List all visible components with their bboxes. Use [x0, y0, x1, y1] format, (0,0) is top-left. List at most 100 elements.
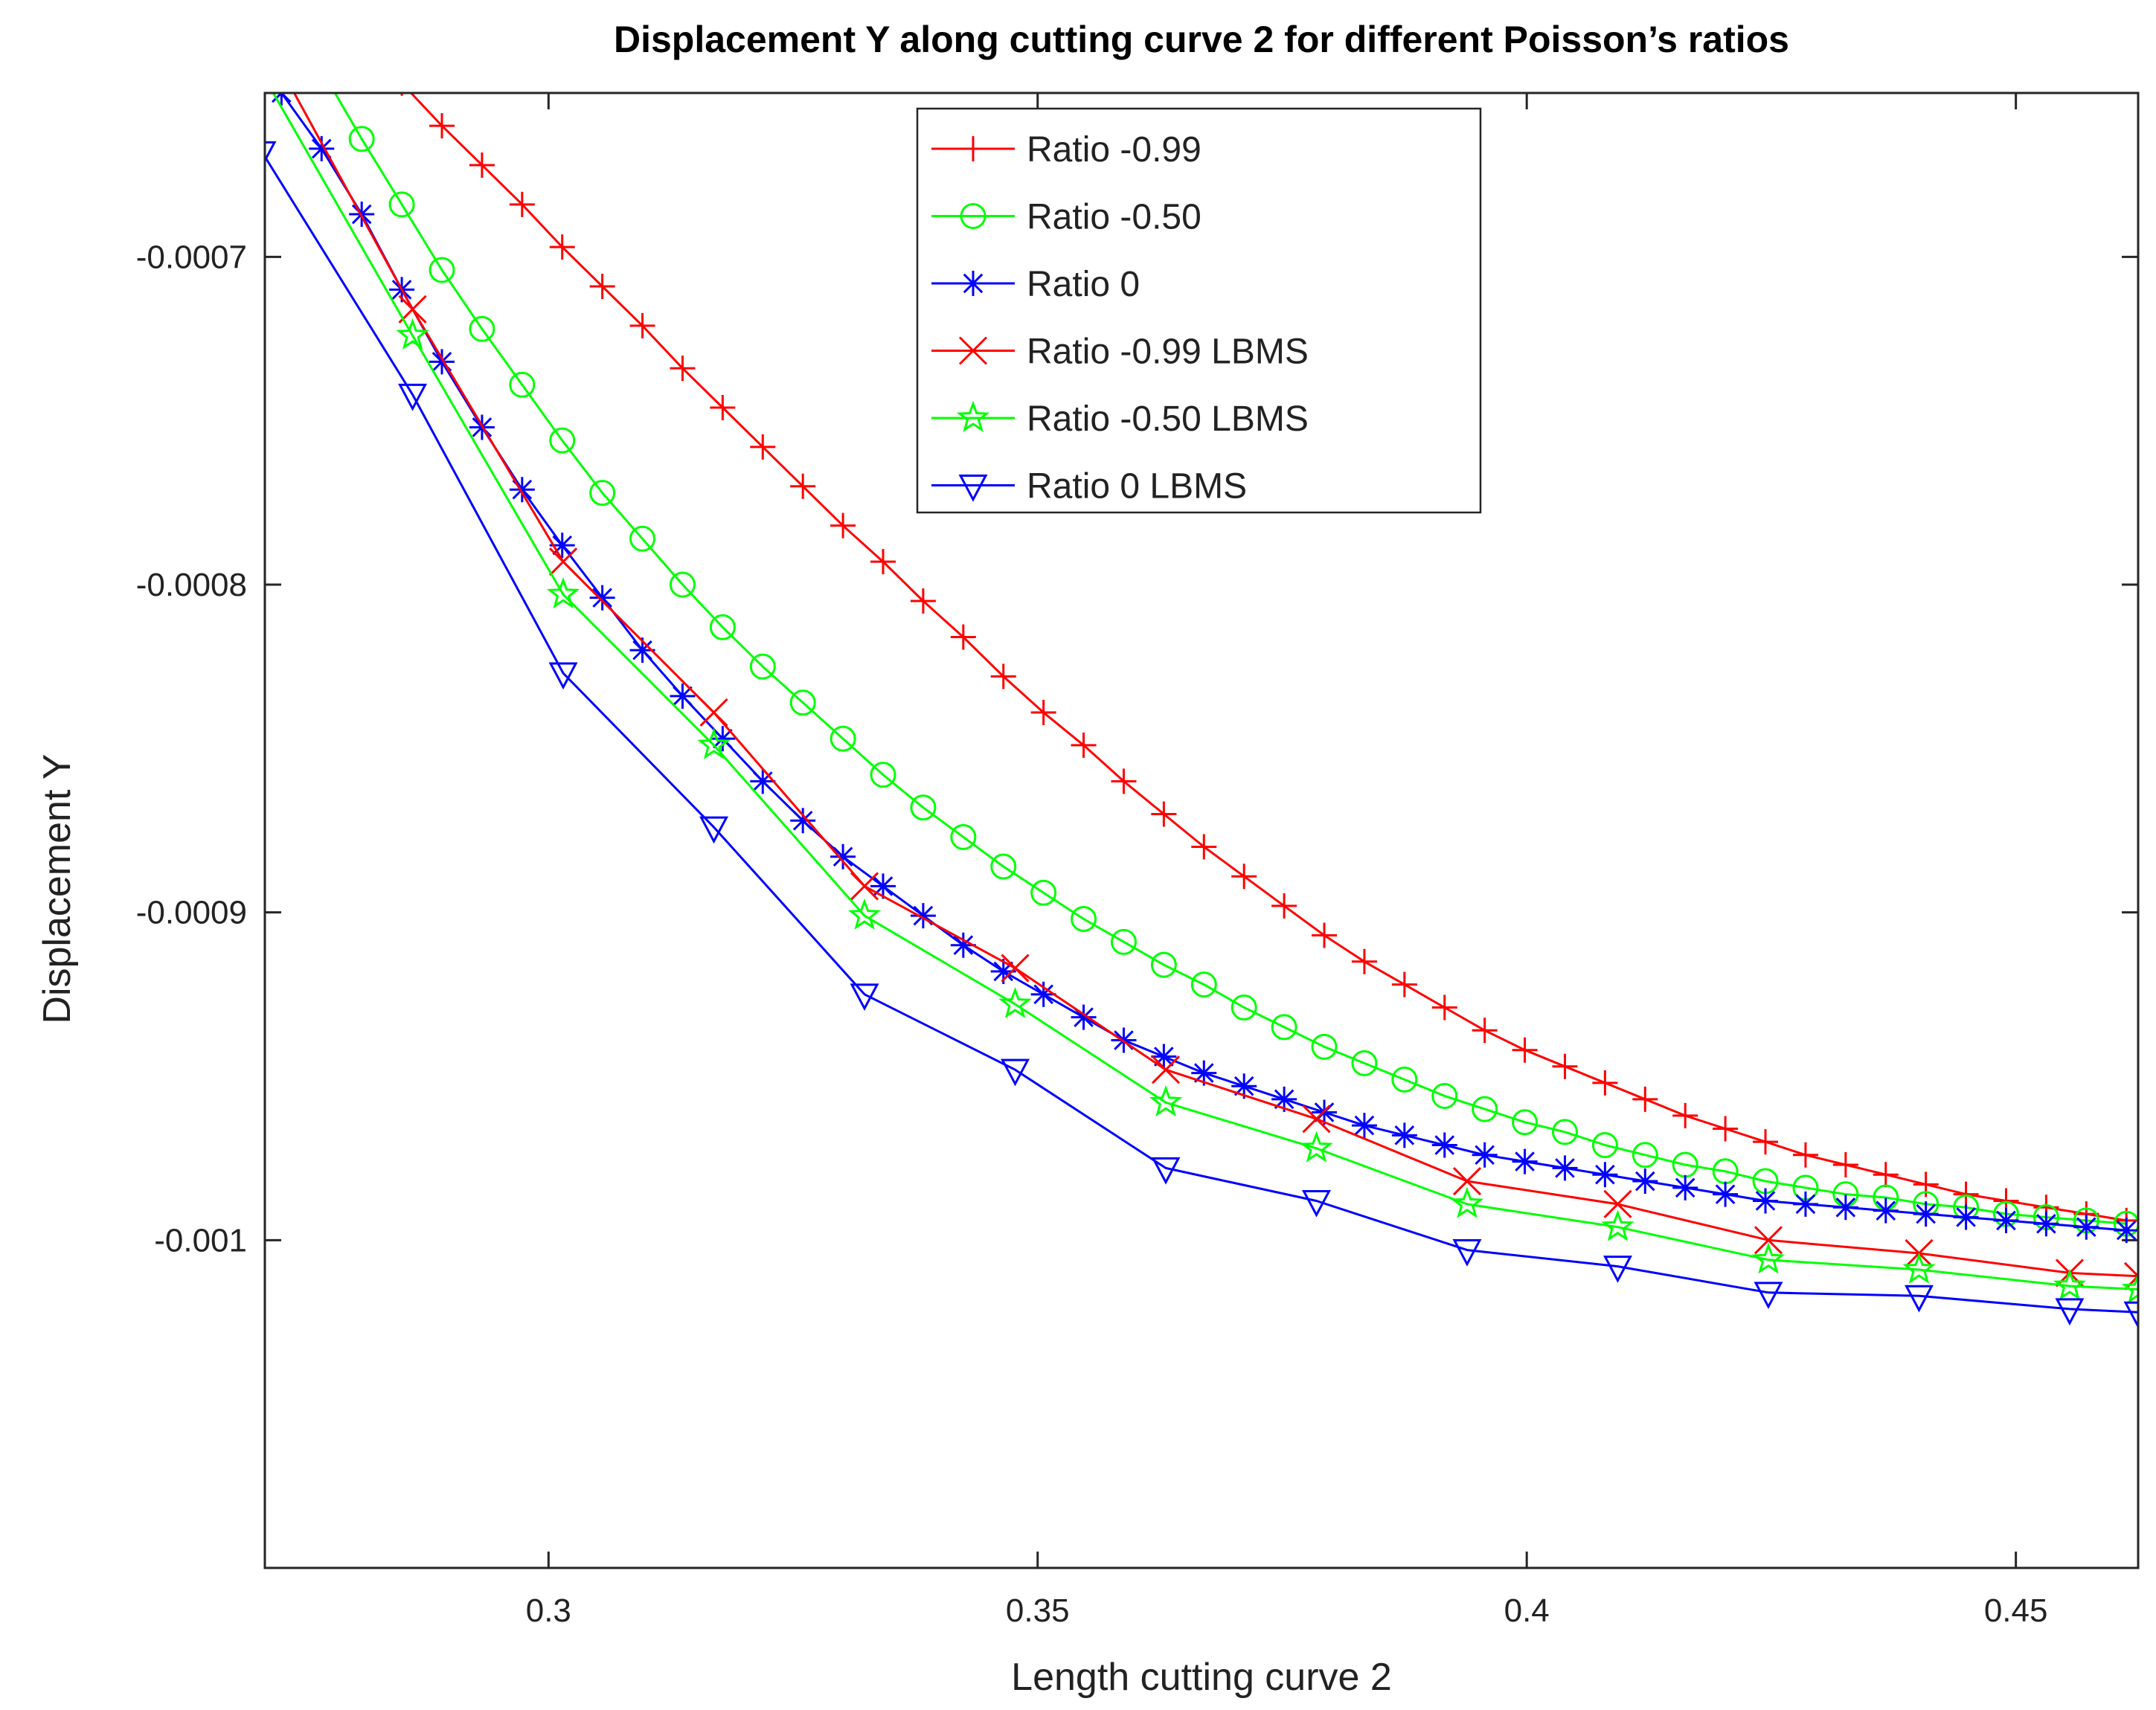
data-point	[1551, 1119, 1578, 1145]
data-point	[1151, 1157, 1181, 1185]
legend-item: Ratio -0.50	[931, 198, 1201, 237]
data-point	[1351, 1050, 1378, 1076]
data-point	[1300, 1131, 1333, 1163]
data-point	[699, 816, 729, 844]
data-point	[1904, 1285, 1934, 1313]
data-point	[1552, 1155, 1578, 1181]
data-point	[1391, 971, 1417, 997]
data-point	[1191, 1060, 1217, 1086]
data-point	[1902, 1252, 1936, 1284]
data-point	[1472, 1142, 1498, 1168]
data-point	[1713, 1116, 1739, 1142]
data-point	[589, 480, 616, 507]
data-point	[1512, 1037, 1538, 1063]
legend-marker	[960, 203, 986, 229]
data-point	[548, 662, 578, 690]
data-point	[1231, 994, 1257, 1020]
data-point	[429, 349, 455, 375]
data-point	[910, 903, 936, 929]
data-point	[348, 126, 375, 152]
data-point	[990, 663, 1016, 690]
data-point	[548, 547, 578, 576]
data-point	[1552, 1053, 1578, 1079]
data-point	[1873, 1162, 1899, 1188]
series-ratio-0-lbms	[265, 141, 2138, 1329]
data-point	[1231, 1073, 1257, 1099]
x-tick-label: 0.4	[1504, 1592, 1550, 1629]
legend-label: Ratio -0.50	[1027, 198, 1201, 237]
data-point	[2055, 1298, 2085, 1326]
data-point	[549, 427, 576, 454]
data-point	[669, 571, 696, 598]
data-point	[309, 58, 333, 82]
data-point	[950, 823, 977, 850]
data-point	[1191, 834, 1217, 860]
data-point	[1431, 994, 1457, 1020]
data-point	[2053, 1268, 2087, 1300]
series-line	[272, 93, 2138, 1290]
legend-label: Ratio -0.50 LBMS	[1027, 399, 1309, 439]
data-point	[1591, 1132, 1618, 1159]
axis-ticks	[265, 93, 2138, 1568]
data-point	[1351, 1113, 1377, 1139]
data-point	[265, 141, 277, 164]
data-point	[870, 549, 896, 575]
data-point	[629, 637, 655, 663]
data-point	[509, 477, 535, 503]
data-point	[1431, 1082, 1458, 1109]
plot-frame	[263, 91, 2140, 1569]
data-point	[1071, 1004, 1097, 1030]
data-point	[269, 6, 293, 30]
data-point	[1913, 1201, 1939, 1227]
data-point	[1111, 768, 1137, 794]
data-point	[1592, 1162, 1618, 1188]
legend-item: Ratio -0.99	[931, 130, 1201, 170]
legend: Ratio -0.99 Ratio -0.50 Ratio 0 Ratio -0.99…	[916, 107, 1482, 514]
legend-marker	[958, 336, 988, 365]
data-point	[2123, 1301, 2138, 1329]
tick-labels: 0.3 0.35 0.4 0.45 -0.0007 -0.0008 -0.0009 -0.00…	[136, 239, 2048, 1629]
legend-label: Ratio -0.99 LBMS	[1027, 332, 1309, 372]
data-point	[1151, 801, 1177, 827]
data-point	[1001, 1058, 1030, 1087]
series-line	[265, 154, 2138, 1314]
data-point	[1351, 948, 1377, 974]
data-point	[549, 533, 575, 559]
data-point	[1472, 1096, 1498, 1122]
x-tick-label: 0.45	[1984, 1592, 2048, 1629]
data-point	[1632, 1086, 1658, 1112]
data-point	[2033, 1211, 2059, 1237]
data-point	[396, 318, 429, 350]
data-point	[1753, 1188, 1779, 1214]
data-point	[710, 395, 736, 421]
data-point	[546, 576, 580, 609]
x-axis-label: Length cutting curve 2	[1011, 1656, 1392, 1699]
data-point	[1512, 1109, 1539, 1136]
data-point	[1832, 1151, 1858, 1177]
data-point	[1150, 951, 1177, 978]
series-line	[292, 93, 2138, 1278]
data-point	[790, 808, 816, 834]
data-point	[1311, 1033, 1338, 1060]
data-point	[1792, 1142, 1818, 1168]
data-point	[1603, 1189, 1632, 1218]
data-point	[1751, 1242, 1786, 1274]
data-point	[469, 315, 495, 342]
data-point	[1672, 1174, 1698, 1200]
data-point	[2073, 1214, 2099, 1240]
series-layer	[265, 6, 2138, 1329]
data-point	[398, 383, 428, 411]
data-point	[910, 794, 937, 821]
data-point	[1450, 1186, 1484, 1218]
legend-label: Ratio -0.99	[1027, 130, 1201, 170]
data-point	[1472, 1018, 1498, 1044]
data-point	[1754, 1226, 1783, 1255]
data-point	[850, 983, 879, 1012]
data-point	[1754, 1282, 1783, 1310]
data-point	[850, 872, 879, 901]
series-ratio-0-50-lbms	[272, 93, 2138, 1304]
data-point	[1592, 1070, 1618, 1096]
data-point	[847, 898, 882, 930]
data-point	[709, 614, 736, 640]
data-point	[1792, 1191, 1818, 1217]
